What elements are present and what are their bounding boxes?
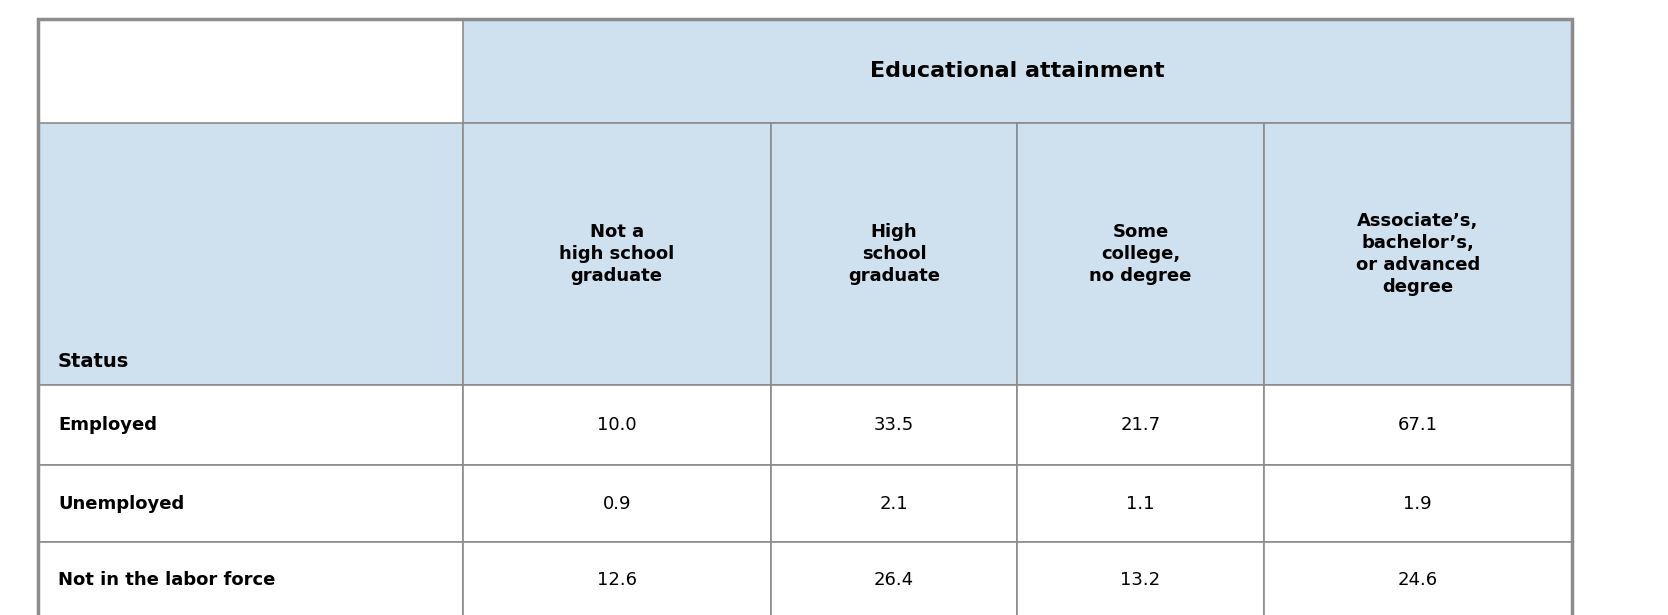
FancyBboxPatch shape: [1017, 122, 1264, 386]
FancyBboxPatch shape: [462, 466, 771, 542]
FancyBboxPatch shape: [1017, 542, 1264, 615]
Text: 24.6: 24.6: [1398, 571, 1438, 590]
Text: Educational attainment: Educational attainment: [869, 61, 1164, 81]
Text: Status: Status: [58, 352, 128, 371]
Text: 26.4: 26.4: [874, 571, 914, 590]
FancyBboxPatch shape: [1264, 122, 1571, 386]
Text: 0.9: 0.9: [602, 494, 631, 513]
Text: 13.2: 13.2: [1121, 571, 1161, 590]
Text: Not in the labor force: Not in the labor force: [58, 571, 275, 590]
Text: 21.7: 21.7: [1121, 416, 1161, 434]
FancyBboxPatch shape: [38, 542, 462, 615]
FancyBboxPatch shape: [771, 466, 1017, 542]
Text: 10.0: 10.0: [597, 416, 637, 434]
FancyBboxPatch shape: [771, 122, 1017, 386]
Text: 2.1: 2.1: [879, 494, 909, 513]
Text: 33.5: 33.5: [874, 416, 914, 434]
FancyBboxPatch shape: [38, 386, 462, 466]
Text: High
school
graduate: High school graduate: [847, 223, 941, 285]
FancyBboxPatch shape: [462, 122, 771, 386]
Text: 67.1: 67.1: [1398, 416, 1438, 434]
Text: Employed: Employed: [58, 416, 157, 434]
FancyBboxPatch shape: [462, 19, 1571, 122]
Text: Not a
high school
graduate: Not a high school graduate: [559, 223, 674, 285]
FancyBboxPatch shape: [1264, 466, 1571, 542]
FancyBboxPatch shape: [462, 542, 771, 615]
FancyBboxPatch shape: [1017, 466, 1264, 542]
Text: 1.9: 1.9: [1403, 494, 1431, 513]
Text: Unemployed: Unemployed: [58, 494, 183, 513]
FancyBboxPatch shape: [1017, 386, 1264, 466]
FancyBboxPatch shape: [38, 19, 462, 122]
FancyBboxPatch shape: [462, 386, 771, 466]
FancyBboxPatch shape: [1264, 542, 1571, 615]
FancyBboxPatch shape: [771, 542, 1017, 615]
Text: 1.1: 1.1: [1126, 494, 1154, 513]
FancyBboxPatch shape: [38, 466, 462, 542]
FancyBboxPatch shape: [771, 386, 1017, 466]
Text: 12.6: 12.6: [597, 571, 637, 590]
FancyBboxPatch shape: [38, 122, 462, 386]
FancyBboxPatch shape: [1264, 386, 1571, 466]
Text: Some
college,
no degree: Some college, no degree: [1089, 223, 1191, 285]
Text: Associate’s,
bachelor’s,
or advanced
degree: Associate’s, bachelor’s, or advanced deg…: [1356, 212, 1480, 296]
